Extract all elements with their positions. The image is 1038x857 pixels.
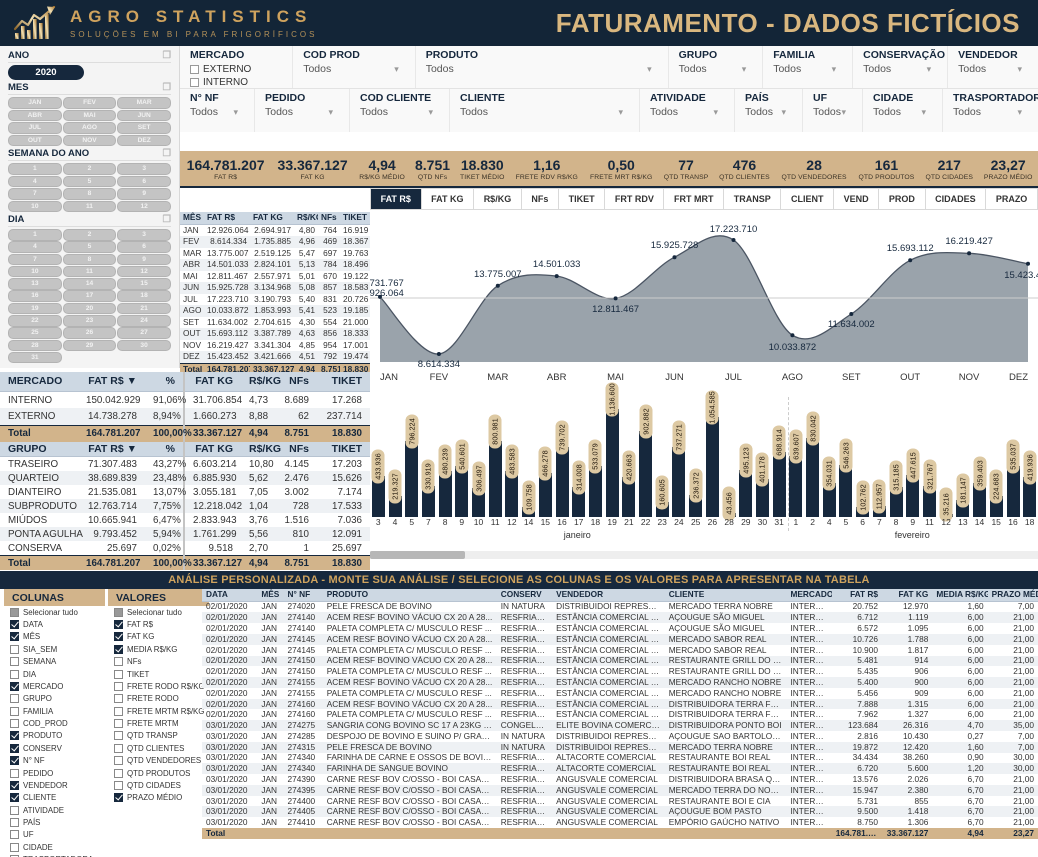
svg-text:11.634.002: 11.634.002 [828,319,875,330]
svg-text:JUL: JUL [725,372,742,383]
svg-text:AGO: AGO [782,372,803,383]
svg-text:NOV: NOV [959,372,980,383]
svg-text:14.501.033: 14.501.033 [533,259,581,270]
svg-text:DEZ: DEZ [1009,372,1028,383]
svg-text:ABR: ABR [547,372,567,383]
svg-text:12.926.064: 12.926.064 [370,288,404,299]
svg-text:13.775.007: 13.775.007 [474,269,522,280]
svg-text:MAI: MAI [607,372,624,383]
svg-text:12.811.467: 12.811.467 [592,304,639,315]
svg-text:10.033.872: 10.033.872 [769,342,817,353]
svg-text:OUT: OUT [900,372,920,383]
svg-text:JUN: JUN [665,372,684,383]
svg-text:8.614.334: 8.614.334 [418,359,460,370]
svg-text:SET: SET [842,372,861,383]
svg-text:15.925.728: 15.925.728 [651,240,699,251]
svg-text:17.223.710: 17.223.710 [710,224,758,235]
svg-text:MAR: MAR [487,372,508,383]
svg-text:JAN: JAN [380,372,398,383]
svg-text:16.219.427: 16.219.427 [945,236,993,247]
svg-text:15.423.452: 15.423.452 [1004,270,1038,281]
svg-text:15.693.112: 15.693.112 [887,243,934,254]
svg-text:FEV: FEV [430,372,449,383]
